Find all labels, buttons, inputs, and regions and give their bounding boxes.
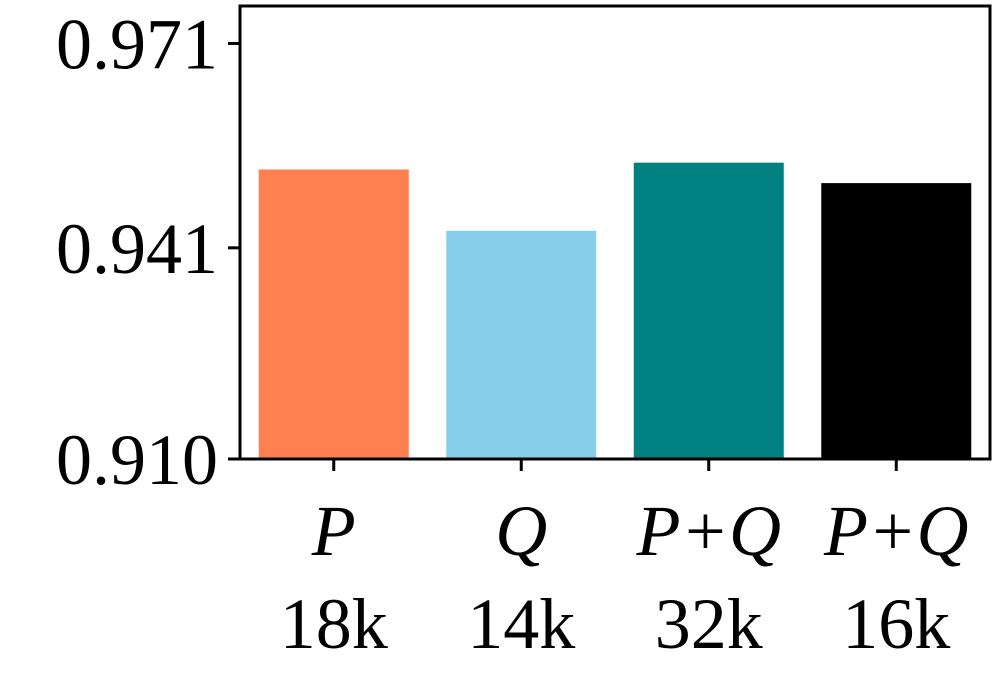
x-tick-label: P [311,491,356,571]
x-tick-label: P+Q [635,491,781,571]
bar-1 [258,169,409,460]
bar-4 [821,183,972,459]
x-axis: P 18k Q 14k P+Q 32k P+Q 16k [280,459,969,664]
x-tick-sublabel: 14k [467,584,575,664]
bars-group [258,162,972,460]
bar-3 [633,162,784,459]
y-axis: 0.910 0.941 0.971 [56,4,240,500]
bar-2 [446,230,597,459]
x-tick-sublabel: 16k [842,584,950,664]
x-tick-sublabel: 18k [280,584,388,664]
y-tick-label: 0.941 [56,209,218,289]
x-tick-sublabel: 32k [655,584,763,664]
y-tick-label: 0.971 [56,4,218,84]
x-tick-label: Q [495,491,547,571]
x-tick-label: P+Q [823,491,969,571]
plot-frame [238,4,992,461]
y-tick-label: 0.910 [56,420,218,500]
